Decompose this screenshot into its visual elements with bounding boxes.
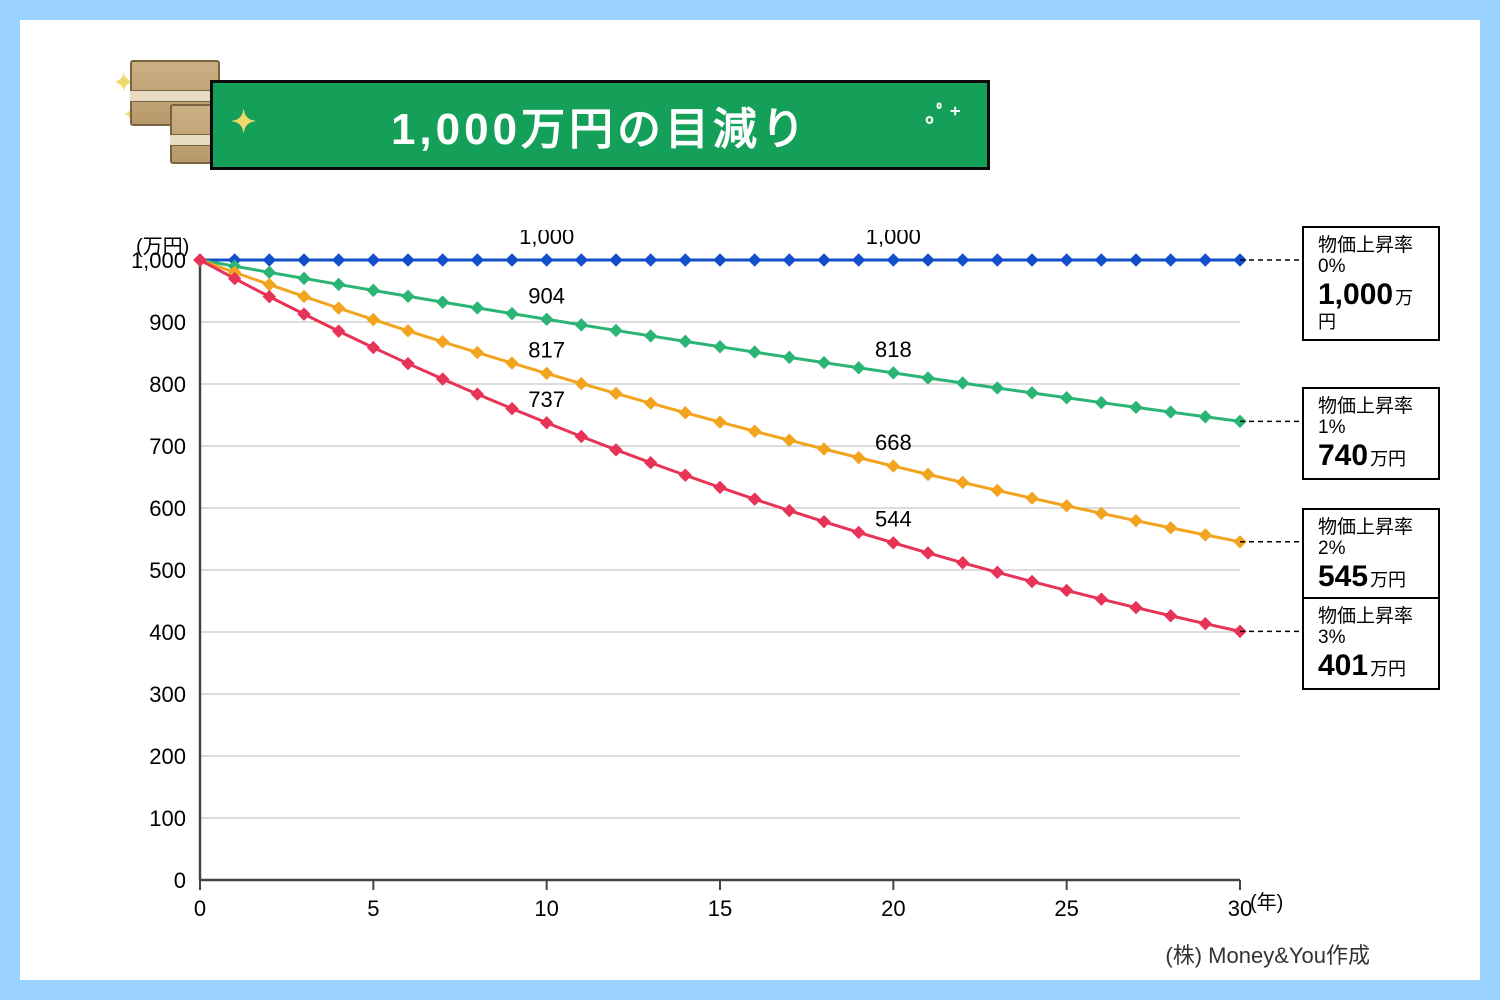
infographic-frame: ✦ ✦ ✦ 1,000万円の目減り ｡ﾟ⁺ 010020030040050060… [0,0,1500,1000]
y-tick-label: 100 [149,806,186,831]
data-label: 668 [875,430,912,455]
dots-icon: ｡ﾟ⁺ [925,97,963,129]
final-unit: 万円 [1370,659,1406,679]
y-tick-label: 0 [174,868,186,893]
x-tick-label: 10 [534,896,558,921]
y-tick-label: 900 [149,310,186,335]
title-banner: ✦ 1,000万円の目減り ｡ﾟ⁺ [210,80,990,170]
final-unit: 万円 [1370,570,1406,590]
data-label: 904 [528,284,565,309]
data-label: 817 [528,337,565,362]
final-value: 545 [1318,560,1368,593]
chart-title: 1,000万円の目減り [391,93,809,157]
y-axis-unit: (万円) [136,230,189,259]
rate-label: 物価上昇率 3% [1318,607,1424,649]
end-value-box-rate1: 物価上昇率 1%740万円 [1302,387,1440,480]
data-label: 1,000 [519,230,574,249]
y-tick-label: 300 [149,682,186,707]
x-tick-label: 5 [367,896,379,921]
data-label: 818 [875,337,912,362]
sparkle-icon: ✦ [231,105,260,140]
final-value: 401 [1318,649,1368,682]
data-label: 1,000 [866,230,921,249]
chart-area: 0 100 200 300 400 500 600 700 800 900 1,000 0 5 10 15 2… [90,230,1440,940]
line-chart: 0 100 200 300 400 500 600 700 800 900 1,000 0 5 10 15 2… [90,230,1440,940]
y-tick-label: 500 [149,558,186,583]
x-tick-label: 25 [1054,896,1078,921]
y-tick-label: 700 [149,434,186,459]
final-value: 1,000 [1318,278,1393,311]
x-tick-label: 15 [708,896,732,921]
x-tick-label: 30 [1228,896,1252,921]
y-tick-label: 400 [149,620,186,645]
x-tick-label: 0 [194,896,206,921]
final-value: 740 [1318,439,1368,472]
x-axis-unit: (年) [1250,886,1283,915]
final-unit: 万円 [1370,449,1406,469]
y-tick-label: 800 [149,372,186,397]
y-tick-label: 200 [149,744,186,769]
end-value-box-rate3: 物価上昇率 3%401万円 [1302,597,1440,690]
x-tick-label: 20 [881,896,905,921]
rate-label: 物価上昇率 1% [1318,397,1424,439]
data-label: 544 [875,507,912,532]
rate-label: 物価上昇率 0% [1318,236,1424,278]
end-value-box-rate0: 物価上昇率 0%1,000万円 [1302,226,1440,341]
rate-label: 物価上昇率 2% [1318,518,1424,560]
end-value-box-rate2: 物価上昇率 2%545万円 [1302,508,1440,601]
y-tick-label: 600 [149,496,186,521]
data-label: 737 [528,387,565,412]
credit-line: (株) Money&You作成 [1165,938,1370,970]
